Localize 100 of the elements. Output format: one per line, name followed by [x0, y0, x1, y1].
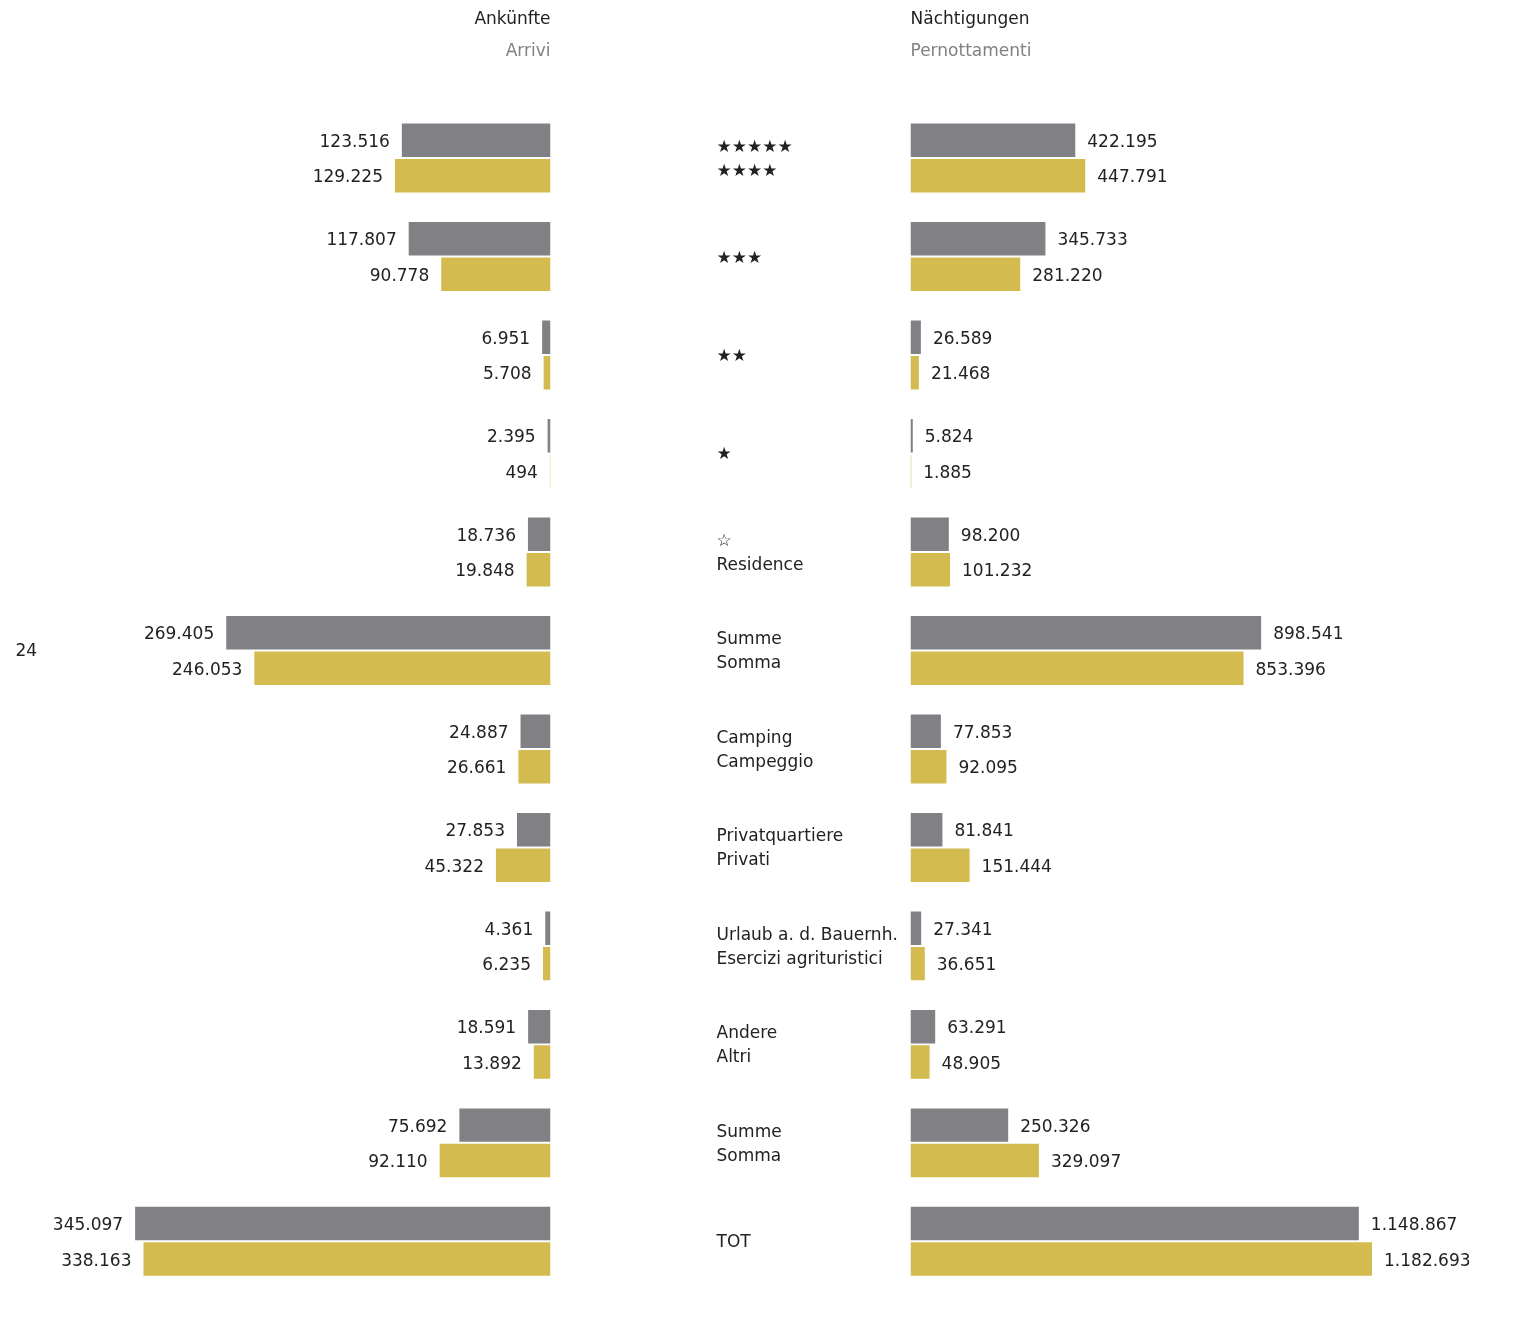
data-label: 26.589	[932, 327, 993, 348]
data-label: 5.824	[924, 426, 974, 447]
text: 24	[15, 639, 38, 660]
data-label: 92.110	[368, 1151, 428, 1172]
bar	[226, 615, 551, 650]
bar	[135, 1206, 551, 1241]
bar	[910, 848, 970, 882]
data-label: 13.892	[462, 1052, 522, 1073]
bar	[459, 1108, 551, 1142]
bar	[441, 257, 551, 291]
chart-subtitle: Arrivi	[505, 39, 551, 60]
bar	[910, 222, 1046, 256]
bar	[545, 911, 551, 945]
y-tick-label: Andere Altri	[716, 1022, 778, 1067]
data-label: 246.053	[172, 658, 243, 679]
bar	[542, 320, 551, 355]
y-tick-label: ★★	[716, 345, 747, 366]
bar	[910, 1242, 1373, 1276]
y-tick-label: Urlaub a. d. Bauernh. Esercizi agrituristici	[716, 923, 898, 968]
data-label: 494	[505, 461, 538, 482]
bar	[910, 749, 947, 784]
bar	[143, 1242, 551, 1276]
bar	[910, 812, 943, 847]
bar	[910, 123, 1076, 158]
bar	[910, 714, 941, 748]
data-label: 90.778	[369, 264, 430, 285]
bar	[439, 1143, 551, 1178]
data-label: 329.097	[1050, 1151, 1122, 1172]
y-tick-label: Privatquartiere Privati	[716, 825, 844, 870]
data-label: 345.733	[1057, 229, 1128, 250]
data-label: 422.195	[1087, 130, 1158, 151]
data-label: 1.148.867	[1370, 1214, 1458, 1235]
chart-title: Ankünfte	[474, 7, 551, 28]
bar	[401, 123, 551, 158]
bar	[910, 356, 919, 390]
bar	[910, 159, 1086, 193]
bar	[495, 848, 551, 882]
data-label: 1.182.693	[1384, 1249, 1471, 1270]
data-label: 19.848	[455, 560, 515, 581]
bar	[526, 552, 551, 587]
data-label: 18.591	[456, 1017, 517, 1038]
data-label: 151.444	[981, 855, 1052, 876]
bar	[533, 1045, 551, 1079]
data-label: 98.200	[960, 524, 1021, 545]
bar	[254, 651, 551, 685]
bar	[518, 749, 551, 784]
data-label: 27.341	[933, 918, 993, 939]
bar	[394, 159, 551, 193]
bar	[910, 257, 1021, 291]
bar	[910, 1045, 930, 1079]
bar	[910, 1009, 936, 1044]
data-label: 345.097	[52, 1214, 124, 1235]
bar	[910, 320, 921, 355]
data-label: 4.361	[484, 918, 534, 939]
data-label: 63.291	[947, 1017, 1007, 1038]
data-label: 75.692	[387, 1115, 448, 1136]
data-label: 5.708	[482, 363, 532, 384]
bar	[910, 552, 951, 587]
bar	[528, 1009, 551, 1044]
y-tick-label: TOT	[715, 1231, 752, 1252]
data-label: 27.853	[445, 820, 505, 841]
data-label: 21.468	[930, 363, 991, 384]
bar	[910, 1108, 1009, 1142]
bar	[527, 517, 551, 551]
bar	[910, 651, 1244, 685]
y-tick-label: ★★★★★ ★★★★	[716, 136, 793, 181]
data-label: 92.095	[958, 757, 1018, 778]
data-label: 6.235	[482, 954, 531, 975]
data-label: 101.232	[962, 560, 1033, 581]
bar	[408, 222, 551, 256]
bar	[520, 714, 551, 748]
y-tick-label: ★	[716, 443, 732, 464]
y-tick-label: Camping Campeggio	[716, 726, 814, 771]
data-label: 117.807	[326, 229, 397, 250]
data-label: 18.736	[456, 524, 516, 545]
data-label: 81.841	[954, 820, 1014, 841]
y-tick-label: ☆ Residence	[716, 529, 804, 574]
data-label: 129.225	[312, 166, 383, 187]
data-label: 338.163	[61, 1249, 132, 1270]
data-label: 36.651	[936, 954, 997, 975]
bar	[910, 615, 1262, 650]
data-label: 2.395	[486, 426, 536, 447]
y-tick-label: Summe Somma	[716, 1120, 782, 1165]
data-label: 24.887	[449, 721, 509, 742]
data-label: 281.220	[1032, 264, 1103, 285]
data-label: 853.396	[1255, 658, 1326, 679]
data-label: 250.326	[1020, 1115, 1091, 1136]
data-label: 6.951	[481, 327, 531, 348]
bar	[910, 1206, 1359, 1241]
y-tick-label: Summe Somma	[716, 628, 782, 673]
data-label: 898.541	[1273, 623, 1344, 644]
bar	[516, 812, 551, 847]
data-label: 26.661	[446, 757, 507, 778]
data-label: 77.853	[952, 721, 1013, 742]
data-label: 447.791	[1097, 166, 1168, 187]
data-label: 1.885	[923, 461, 972, 482]
chart-subtitle: Pernottamenti	[910, 39, 1032, 60]
bar	[910, 911, 922, 945]
data-label: 123.516	[319, 130, 390, 151]
data-label: 269.405	[143, 623, 215, 644]
